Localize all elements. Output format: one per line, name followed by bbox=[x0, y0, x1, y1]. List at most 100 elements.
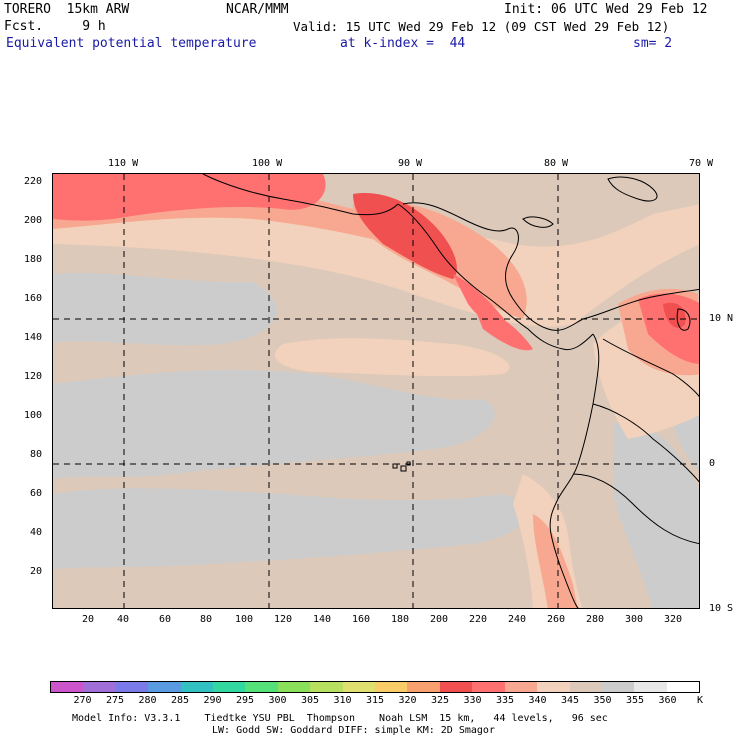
colorbar-swatch bbox=[51, 682, 84, 692]
y-label-80: 80 bbox=[30, 449, 43, 460]
island-jamaica bbox=[522, 216, 554, 228]
x-label-140: 140 bbox=[313, 614, 332, 625]
x-label-220: 220 bbox=[469, 614, 488, 625]
colorbar-swatch bbox=[180, 682, 214, 692]
colorbar-swatch bbox=[537, 682, 570, 692]
colorbar-tick-label: 345 bbox=[561, 695, 580, 706]
colorbar-tick-label: 335 bbox=[496, 695, 515, 706]
colorbar-tick-label: 310 bbox=[333, 695, 352, 706]
colorbar-tick-label: 315 bbox=[366, 695, 385, 706]
colorbar-swatch bbox=[634, 682, 667, 692]
x-label-240: 240 bbox=[508, 614, 527, 625]
lon-label-70w: 70 W bbox=[689, 158, 714, 169]
gray-region-central bbox=[53, 369, 495, 479]
colorbar-swatch bbox=[569, 682, 602, 692]
coastline-mexico bbox=[202, 174, 399, 216]
border-inland-3 bbox=[572, 473, 699, 545]
colorbar-tick-label: 290 bbox=[203, 695, 222, 706]
x-label-280: 280 bbox=[586, 614, 605, 625]
colorbar-swatch bbox=[277, 682, 311, 692]
colorbar-tick-label: 280 bbox=[138, 695, 157, 706]
lon-label-80w: 80 W bbox=[544, 158, 569, 169]
init-time: Init: 06 UTC Wed 29 Feb 12 bbox=[504, 2, 708, 17]
colorbar-tick-label: 300 bbox=[268, 695, 287, 706]
lat-label-10s: 10 S bbox=[709, 603, 734, 614]
lon-label-110w: 110 W bbox=[108, 158, 139, 169]
y-label-220: 220 bbox=[24, 176, 43, 187]
red-region-guatemala bbox=[353, 193, 457, 279]
y-label-180: 180 bbox=[24, 254, 43, 265]
island-hispaniola bbox=[607, 176, 658, 202]
colorbar-swatch bbox=[83, 682, 116, 692]
pink-band-north bbox=[53, 199, 699, 327]
coastline-colombia bbox=[557, 333, 600, 500]
colorbar-tick-label: 295 bbox=[236, 695, 255, 706]
x-label-120: 120 bbox=[274, 614, 293, 625]
border-inland-1 bbox=[602, 338, 699, 398]
level-label: at k-index = 44 bbox=[340, 36, 466, 51]
lon-label-100w: 100 W bbox=[252, 158, 283, 169]
colorbar-tick-label: 320 bbox=[398, 695, 417, 706]
colorbar-swatch bbox=[375, 682, 408, 692]
colorbar-tick-label: 325 bbox=[431, 695, 450, 706]
x-label-260: 260 bbox=[547, 614, 566, 625]
coastline-central-america bbox=[397, 203, 594, 351]
colorbar-swatch bbox=[407, 682, 440, 692]
colorbar-tick-label: 285 bbox=[171, 695, 190, 706]
x-label-80: 80 bbox=[200, 614, 213, 625]
lon-label-90w: 90 W bbox=[398, 158, 423, 169]
coastline-colombia-north bbox=[582, 288, 699, 320]
y-label-200: 200 bbox=[24, 215, 43, 226]
field-name: Equivalent potential temperature bbox=[6, 36, 257, 51]
colorbar-swatch bbox=[601, 682, 635, 692]
colorbar-swatch bbox=[213, 682, 246, 692]
lat-lon-grid bbox=[53, 174, 699, 608]
x-label-100: 100 bbox=[235, 614, 254, 625]
forecast-hour: Fcst. 9 h bbox=[4, 19, 106, 34]
y-label-140: 140 bbox=[24, 332, 43, 343]
colorbar-tick-label: 355 bbox=[626, 695, 645, 706]
x-label-160: 160 bbox=[352, 614, 371, 625]
footer-physics-info: LW: Godd SW: Goddard DIFF: simple KM: 2D… bbox=[212, 725, 495, 736]
colorbar-tick-label: 270 bbox=[73, 695, 92, 706]
y-label-20: 20 bbox=[30, 566, 43, 577]
x-label-300: 300 bbox=[625, 614, 644, 625]
colorbar-tick-label: 275 bbox=[106, 695, 125, 706]
colorbar-swatch bbox=[115, 682, 149, 692]
x-label-320: 320 bbox=[664, 614, 683, 625]
footer-model-info: Model Info: V3.3.1 Tiedtke YSU PBL Thomp… bbox=[72, 713, 608, 724]
map-panel bbox=[52, 173, 700, 609]
model-name: TORERO 15km ARW bbox=[4, 2, 130, 17]
border-inland-2 bbox=[592, 403, 699, 483]
colorbar bbox=[50, 681, 700, 693]
colorbar-swatch bbox=[310, 682, 343, 692]
gray-region-southeast bbox=[613, 422, 699, 608]
coastline-caribbean bbox=[402, 202, 584, 331]
map-canvas bbox=[53, 174, 699, 608]
y-label-60: 60 bbox=[30, 488, 43, 499]
gray-region-south bbox=[53, 488, 527, 569]
salmon-region-peru-coast bbox=[533, 514, 578, 608]
lat-label-0: 0 bbox=[709, 458, 716, 469]
colorbar-swatch bbox=[342, 682, 376, 692]
coastline-ecuador-peru bbox=[549, 498, 579, 608]
lat-label-10n: 10 N bbox=[709, 313, 734, 324]
colorbar-tick-label: 340 bbox=[528, 695, 547, 706]
colorbar-tick-label: 330 bbox=[463, 695, 482, 706]
x-label-60: 60 bbox=[159, 614, 172, 625]
colorbar-tick-label: 360 bbox=[658, 695, 677, 706]
institution: NCAR/MMM bbox=[226, 2, 289, 17]
colorbar-unit: K bbox=[697, 695, 704, 706]
coastlines bbox=[202, 174, 699, 608]
colorbar-swatch bbox=[472, 682, 505, 692]
x-label-40: 40 bbox=[117, 614, 130, 625]
pink-band-mid bbox=[274, 338, 510, 377]
red-region-costa-rica bbox=[473, 304, 533, 351]
valid-time: Valid: 15 UTC Wed 29 Feb 12 (09 CST Wed … bbox=[293, 19, 670, 34]
x-label-200: 200 bbox=[430, 614, 449, 625]
red-band-mexico-coast bbox=[53, 174, 326, 221]
gray-region-west bbox=[53, 272, 277, 346]
smoothing-label: sm= 2 bbox=[633, 36, 673, 51]
y-label-120: 120 bbox=[24, 371, 43, 382]
y-label-40: 40 bbox=[30, 527, 43, 538]
